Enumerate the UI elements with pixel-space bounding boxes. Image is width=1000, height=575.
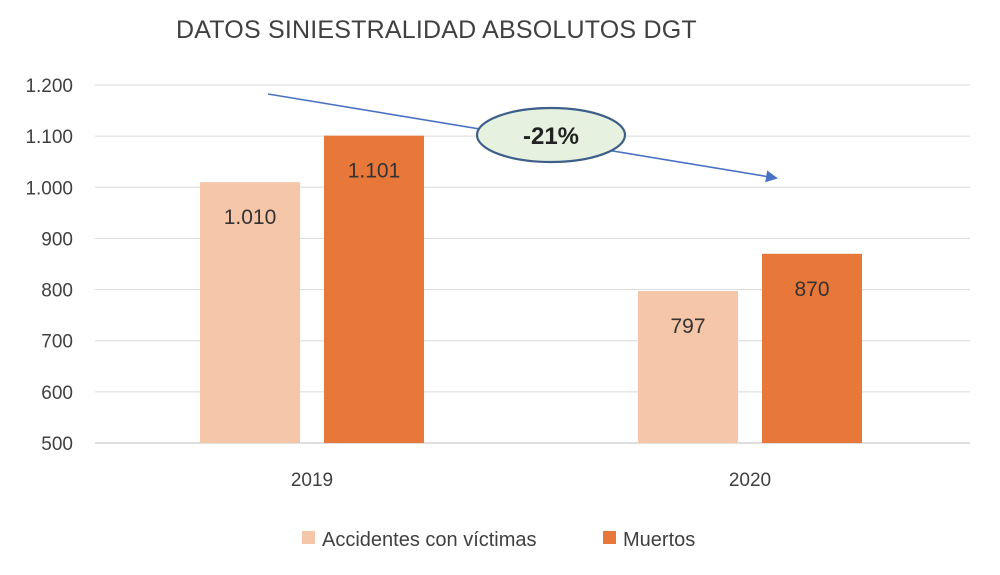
x-axis: 2019 2020 <box>291 470 771 491</box>
y-tick-label: 600 <box>41 383 73 404</box>
y-tick-label: 800 <box>41 281 73 302</box>
trend-annotation: -21% <box>267 93 778 183</box>
legend-label: Accidentes con víctimas <box>322 529 537 551</box>
data-label: 870 <box>794 278 829 301</box>
legend-label: Muertos <box>623 529 695 551</box>
data-label: 797 <box>670 315 705 338</box>
x-tick-label: 2019 <box>291 470 333 491</box>
legend-swatch <box>302 531 315 544</box>
y-tick-label: 1.100 <box>25 127 73 148</box>
x-tick-label: 2020 <box>729 470 771 491</box>
annotation-label: -21% <box>523 123 579 150</box>
data-label: 1.101 <box>348 160 401 183</box>
y-axis: 500 600 700 800 900 1.000 1.100 1.200 <box>25 76 73 455</box>
y-tick-label: 1.000 <box>25 178 73 199</box>
y-tick-label: 1.200 <box>25 76 73 97</box>
annotation-ellipse <box>475 106 627 164</box>
data-label: 1.010 <box>224 206 277 229</box>
bars: 1.010 1.101 797 870 <box>200 135 862 444</box>
bar-2019-accidentes <box>200 182 300 443</box>
y-tick-label: 500 <box>41 434 73 455</box>
chart-title: DATOS SINIESTRALIDAD ABSOLUTOS DGT <box>176 16 697 44</box>
legend-swatch <box>603 531 616 544</box>
y-tick-label: 700 <box>41 332 73 353</box>
legend: Accidentes con víctimas Muertos <box>302 529 695 551</box>
bar-2020-muertos <box>762 253 862 443</box>
bar-2019-muertos <box>324 135 424 444</box>
y-tick-label: 900 <box>41 229 73 250</box>
bar-2020-accidentes <box>638 291 738 443</box>
